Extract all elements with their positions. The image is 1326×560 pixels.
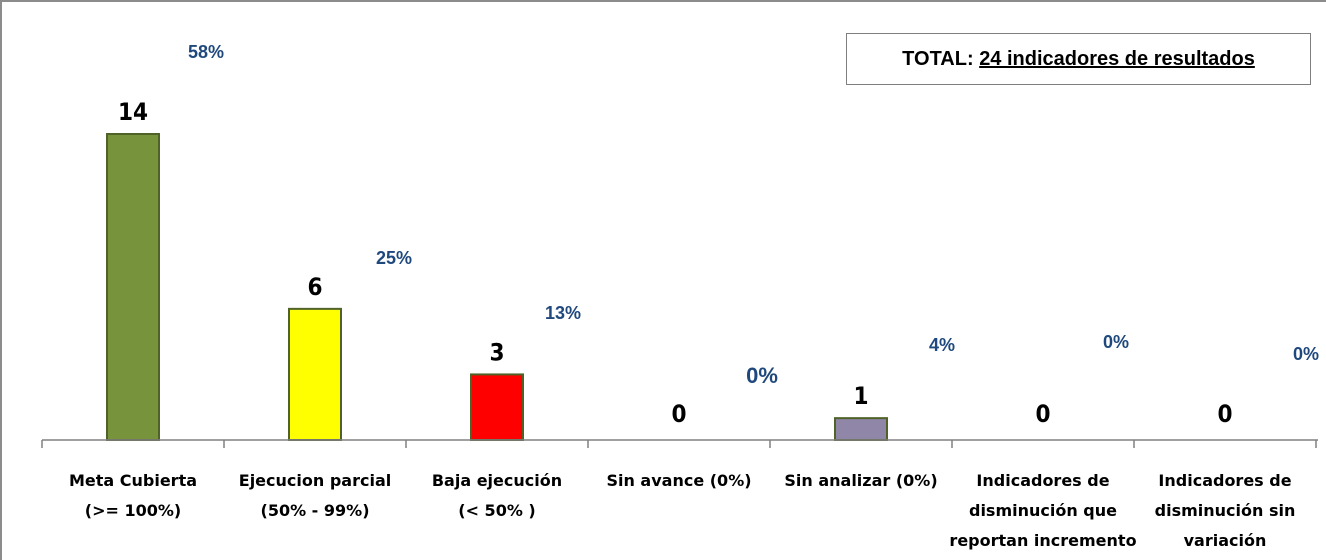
category-label-1-line-1: (50% - 99%) [261,501,370,520]
percent-label-5: 0% [1103,332,1129,352]
value-label-2: 3 [489,338,504,366]
value-label-4: 1 [853,382,868,410]
percent-label-6: 0% [1293,344,1319,364]
category-label-6-line-0: Indicadores de [1158,471,1291,490]
category-label-2-line-0: Baja ejecución [432,471,562,490]
category-label-6-line-2: variación [1184,531,1267,550]
bar-0 [106,133,160,441]
percent-label-4: 4% [929,335,955,355]
percent-label-0: 58% [188,42,224,62]
percent-label-3: 0% [746,363,778,388]
category-label-3-line-0: Sin avance (0%) [606,471,751,490]
category-label-4-line-0: Sin analizar (0%) [784,471,937,490]
category-label-0-line-1: (>= 100%) [85,501,181,520]
bar-4 [834,417,888,441]
bar-1 [288,307,342,441]
category-label-2-line-1: (< 50% ) [458,501,535,520]
percent-label-1: 25% [376,248,412,268]
category-label-5-line-0: Indicadores de [976,471,1109,490]
total-value: 24 indicadores de resultados [979,47,1255,70]
category-label-5-line-2: reportan incremento [949,531,1136,550]
category-label-6-line-1: disminución sin [1155,501,1296,520]
total-label: TOTAL: [902,47,974,70]
value-label-6: 0 [1217,400,1232,428]
value-label-1: 6 [307,273,322,301]
value-label-5: 0 [1035,400,1050,428]
percent-label-2: 13% [545,303,581,323]
bar-2 [470,373,524,441]
value-label-3: 0 [671,400,686,428]
total-box: TOTAL: 24 indicadores de resultados [846,33,1311,85]
category-label-5-line-1: disminución que [969,501,1117,520]
category-label-1-line-0: Ejecucion parcial [239,471,391,490]
category-label-0-line-0: Meta Cubierta [69,471,197,490]
value-label-0: 14 [118,98,148,126]
